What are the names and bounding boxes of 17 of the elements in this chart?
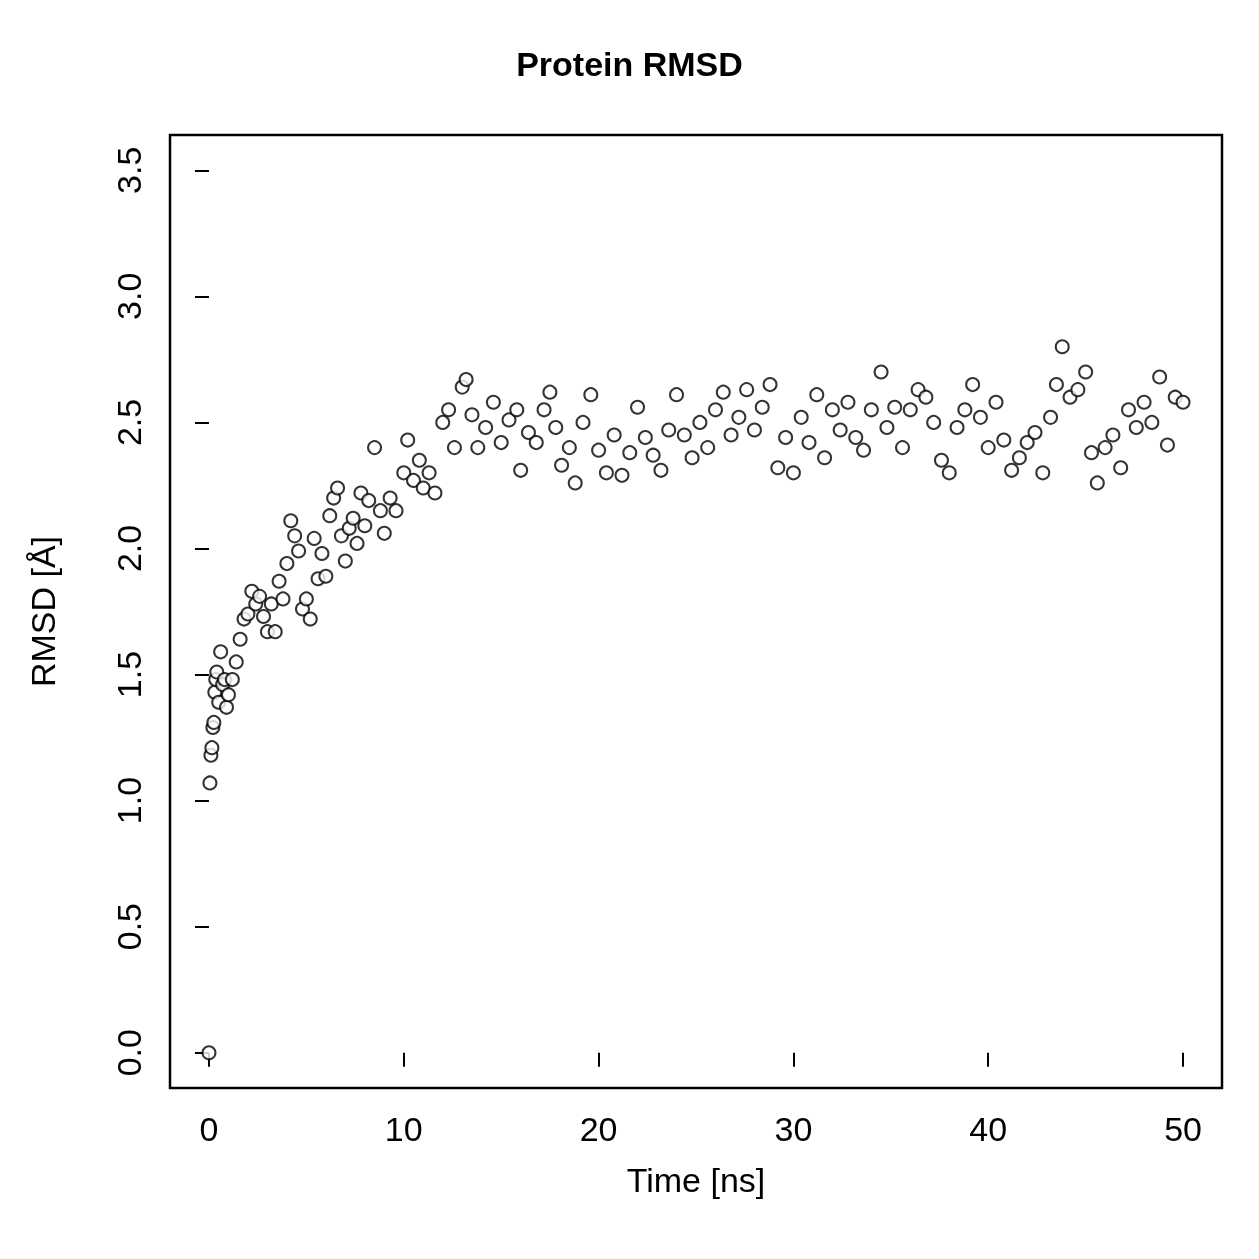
y-tick-label: 1.0 (110, 776, 148, 825)
x-tick-label: 30 (774, 1110, 813, 1148)
y-axis-title: RMSD [Å] (24, 535, 62, 688)
x-tick-label: 0 (199, 1110, 219, 1148)
x-tick-label: 20 (579, 1110, 618, 1148)
x-tick-label: 50 (1164, 1110, 1202, 1148)
chart-title: Protein RMSD (516, 45, 743, 83)
x-tick-label: 40 (969, 1110, 1008, 1148)
y-tick-label: 0.0 (110, 1029, 148, 1077)
y-tick-label: 0.5 (110, 903, 148, 951)
y-tick-label: 2.0 (110, 524, 148, 573)
y-tick-label: 1.5 (110, 650, 148, 699)
x-tick-label: 10 (384, 1110, 423, 1148)
y-tick-label: 3.0 (110, 272, 148, 320)
y-tick-label: 2.5 (110, 398, 148, 447)
x-axis-title: Time [ns] (626, 1161, 766, 1199)
y-tick-label: 3.5 (110, 146, 148, 194)
